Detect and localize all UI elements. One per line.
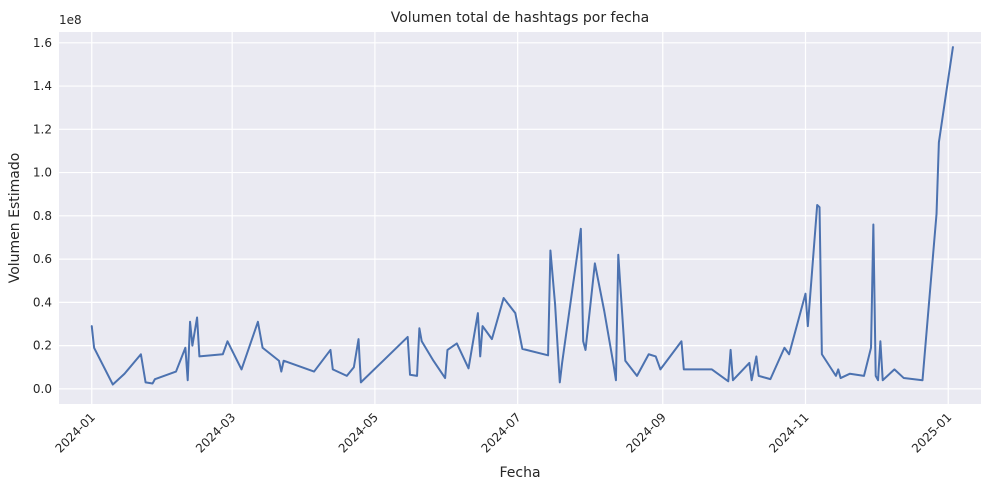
y-axis-offset-label: 1e8	[59, 13, 82, 27]
x-axis-title: Fecha	[499, 465, 540, 481]
y-tick-label: 0.0	[33, 382, 52, 396]
y-tick-label: 1.2	[33, 122, 52, 136]
y-gridlines	[59, 42, 981, 390]
y-tick-label: 1.4	[33, 79, 52, 93]
y-tick-label: 0.8	[33, 209, 52, 223]
y-tick-label: 1.0	[33, 166, 52, 180]
plot-area	[59, 32, 981, 404]
series-line	[90, 46, 954, 386]
y-tick-label: 0.4	[33, 295, 52, 309]
y-tick-labels: 0.0 0.2 0.4 0.6 0.8 1.0 1.2 1.4 1.6	[33, 36, 52, 396]
y-axis-title: Volumen Estimado	[7, 153, 23, 284]
y-tick-label: 0.6	[33, 252, 52, 266]
y-tick-label: 1.6	[33, 36, 52, 50]
y-tick-label: 0.2	[33, 339, 52, 353]
x-gridlines	[91, 32, 949, 404]
chart-title: Volumen total de hashtags por fecha	[391, 10, 649, 26]
